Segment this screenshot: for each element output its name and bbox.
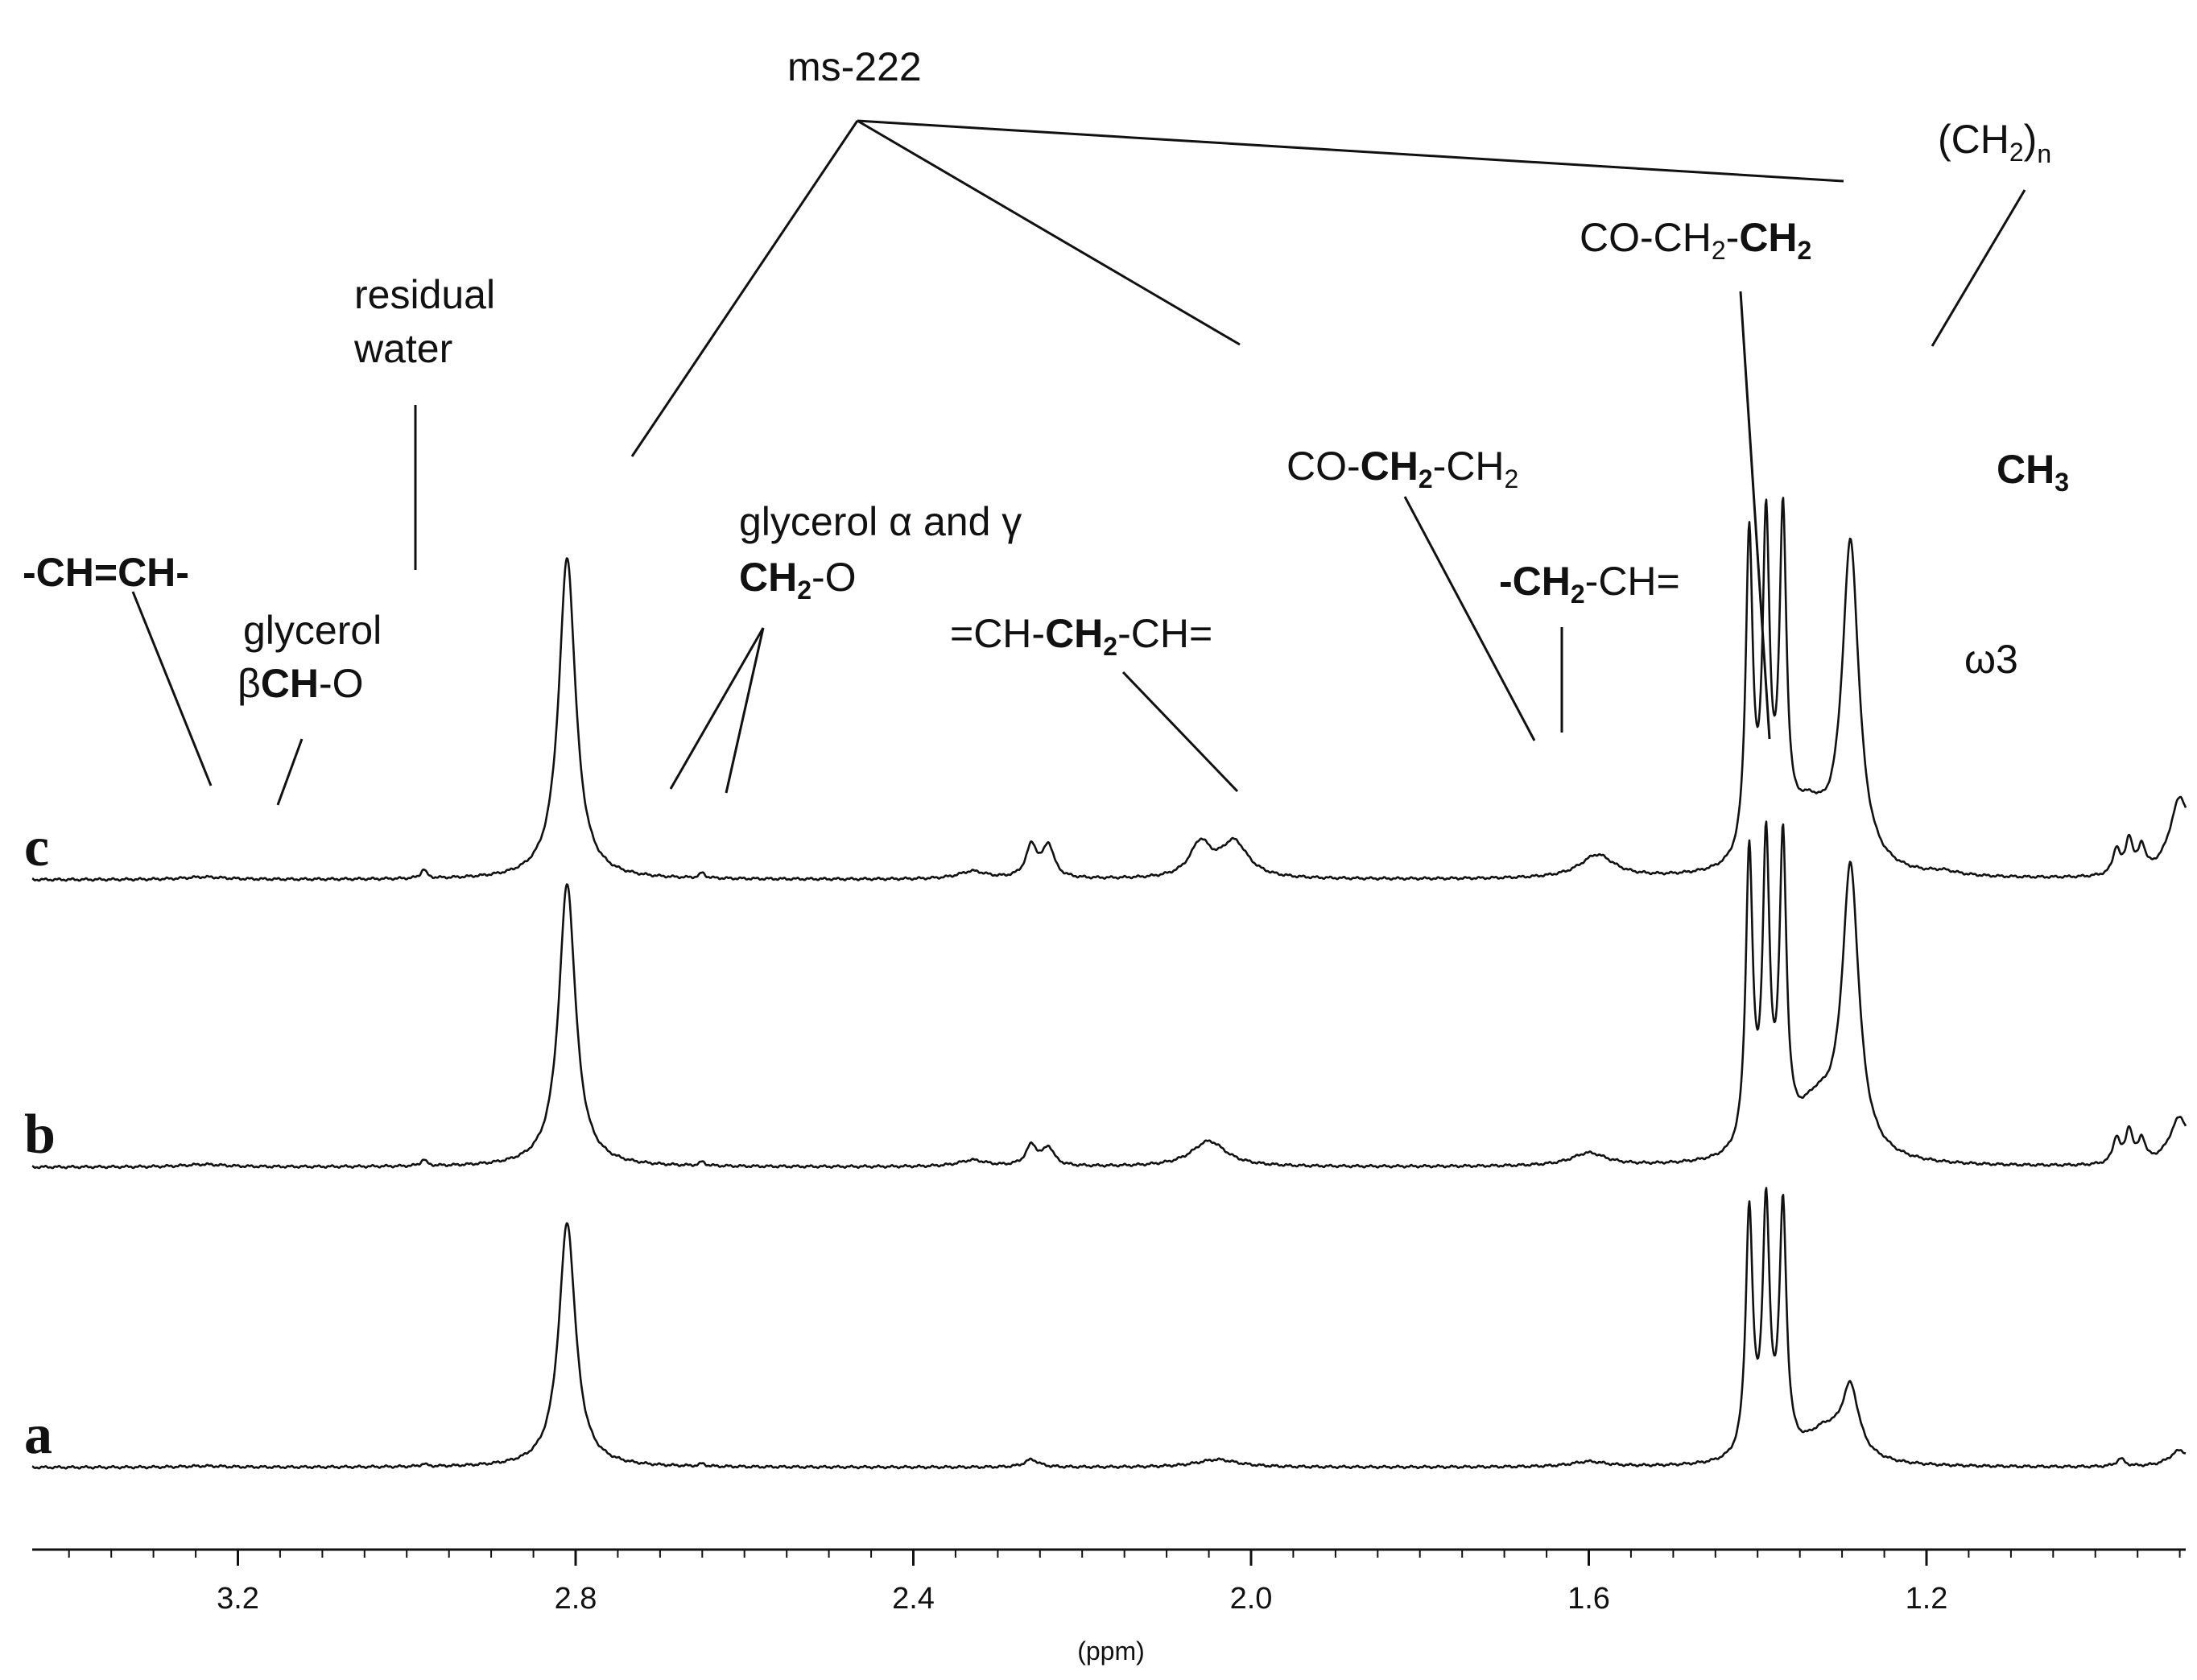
trace-label-c: c: [24, 816, 49, 878]
glycerol-beta-part: -O: [319, 661, 364, 706]
bisallylic-leader: [1121, 671, 1239, 793]
residual-water-label-line2: water: [353, 326, 452, 371]
vinyl-part: -: [23, 550, 36, 595]
gly-ag-part: -O: [811, 555, 857, 600]
ch2n-sub: 2: [2009, 138, 2024, 167]
x-tick-label: 2.0: [1230, 1582, 1273, 1616]
co-beta-sub: 2: [1798, 236, 1812, 265]
co-beta-part: CO-CH: [1580, 215, 1712, 260]
trace-label-a: a: [24, 1404, 52, 1466]
bisallylic-sub: 2: [1103, 632, 1117, 661]
x-tick-label: 3.2: [217, 1582, 259, 1616]
x-tick-label: 1.2: [1906, 1582, 1948, 1616]
co-alpha-part: -CH: [1433, 444, 1505, 489]
co-beta-leader: [1739, 291, 1771, 740]
ch2n-sub: n: [2037, 139, 2051, 168]
glycerol-beta-leader: [276, 738, 304, 806]
x-axis-title: (ppm): [1077, 1637, 1145, 1666]
spectrum-trace-c: [31, 497, 2187, 882]
allylic-sub: 2: [1571, 580, 1585, 609]
vinyl-part: -: [176, 550, 189, 595]
vinyl-leader: [131, 591, 213, 786]
gly-ag-part: CH: [739, 555, 797, 600]
co-alpha-part: CO-: [1286, 444, 1361, 489]
ms222-leader-3: [857, 119, 1844, 183]
glycerol-alpha-gamma-leader-1: [669, 627, 765, 790]
co-alpha-leader: [1403, 496, 1536, 741]
co-alpha-label: CO-CH2-CH2: [1286, 444, 1518, 493]
allylic-part: CH: [1513, 559, 1571, 604]
vinyl-part: CH: [118, 550, 176, 595]
bisallylic-label: =CH-CH2-CH=: [950, 611, 1212, 661]
annotation-leaders: [131, 119, 2026, 806]
ms222-label: ms-222: [787, 44, 922, 89]
co-alpha-sub: 2: [1505, 464, 1519, 493]
trace-labels: c b a: [24, 816, 56, 1466]
co-beta-part: -: [1726, 215, 1740, 260]
bisallylic-part: =CH-: [950, 611, 1045, 656]
glycerol-beta-label-line1: glycerol: [243, 608, 382, 653]
x-axis-ticks: 5.65.24.84.44.03.63.22.82.42.01.61.20.8: [68, 1550, 2181, 1616]
ch2n-part: ): [2024, 117, 2038, 162]
residual-water-label-line1: residual: [354, 272, 495, 317]
glycerol-alpha-gamma-label-line1: glycerol α and γ: [739, 499, 1022, 544]
ms222-leader-2: [857, 119, 1241, 346]
x-tick-label: 1.6: [1567, 1582, 1610, 1616]
allylic-part: -CH=: [1585, 559, 1680, 604]
spectra-traces: [31, 497, 2187, 1470]
annotations: ms-222 residual water -CH=CH- glycerol β…: [23, 44, 2069, 706]
co-beta-part: CH: [1739, 215, 1797, 260]
glycerol-beta-part: CH: [261, 661, 319, 706]
allylic-part: -: [1499, 559, 1513, 604]
ch2n-leader: [1931, 189, 2026, 347]
vinyl-label: -CH=CH-: [23, 550, 189, 595]
vinyl-part: =: [94, 550, 118, 595]
co-alpha-part: CH: [1361, 444, 1419, 489]
ch3-part: CH: [1997, 447, 2055, 492]
omega3-label: ω3: [1964, 637, 2018, 682]
ch2n-part: (CH: [1938, 117, 2009, 162]
vinyl-part: CH: [36, 550, 94, 595]
glycerol-beta-part: β: [237, 661, 261, 706]
glycerol-beta-label-line2: βCH-O: [237, 661, 364, 706]
spectrum-trace-b: [31, 820, 2187, 1170]
glycerol-alpha-gamma-label-line2: CH2-O: [739, 555, 857, 605]
gly-ag-sub: 2: [797, 576, 811, 605]
spectrum-trace-a: [31, 1187, 2187, 1470]
co-beta-sub: 2: [1712, 236, 1726, 265]
x-tick-label: 2.4: [892, 1582, 935, 1616]
bisallylic-part: -CH=: [1117, 611, 1212, 656]
ch2n-label: (CH2)n: [1938, 117, 2051, 168]
co-beta-label: CO-CH2-CH2: [1580, 215, 1811, 265]
allylic-label: -CH2-CH=: [1499, 559, 1680, 609]
bisallylic-part: CH: [1045, 611, 1103, 656]
ch3-sub: 3: [2055, 468, 2069, 497]
ms222-leader-1: [630, 120, 859, 457]
glycerol-alpha-gamma-leader-2: [725, 627, 765, 794]
trace-label-b: b: [24, 1104, 56, 1166]
x-tick-label: 2.8: [555, 1582, 597, 1616]
co-alpha-sub: 2: [1419, 464, 1433, 493]
ch3-label: CH3: [1997, 447, 2069, 497]
